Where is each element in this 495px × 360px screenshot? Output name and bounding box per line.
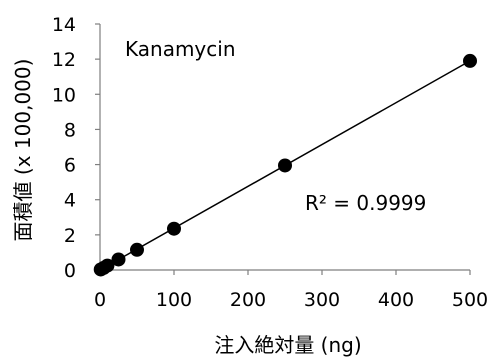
x-tick-label: 400 xyxy=(378,289,414,311)
data-point xyxy=(100,258,115,273)
data-point xyxy=(130,242,144,257)
y-tick-label: 14 xyxy=(52,14,76,36)
compound-label: Kanamycin xyxy=(125,37,236,61)
x-axis-title: 注入絶対量 (ng) xyxy=(214,333,361,357)
y-tick-label: 8 xyxy=(64,119,76,141)
y-tick-label: 10 xyxy=(52,84,76,106)
y-tick-label: 2 xyxy=(64,225,76,247)
y-tick-label: 6 xyxy=(64,155,76,177)
data-point xyxy=(278,158,292,173)
x-tick-label: 500 xyxy=(452,289,488,311)
y-tick-label: 0 xyxy=(64,260,76,282)
x-tick-label: 0 xyxy=(94,289,106,311)
axes xyxy=(95,23,471,275)
y-tick-label: 12 xyxy=(52,49,76,71)
y-axis-title: 面積値 (x 100,000) xyxy=(11,59,35,242)
r-squared-label: R² = 0.9999 xyxy=(305,191,426,215)
data-point xyxy=(463,53,477,68)
data-point xyxy=(111,252,126,267)
data-points xyxy=(93,53,477,277)
x-tick-label: 200 xyxy=(230,289,266,311)
x-tick-label: 300 xyxy=(304,289,340,311)
x-tick-label: 100 xyxy=(156,289,192,311)
tick-labels: 0 2 4 6 8 10 12 14 0 100 200 300 400 500 xyxy=(52,14,488,311)
data-point xyxy=(167,221,181,236)
y-tick-label: 4 xyxy=(64,190,76,212)
